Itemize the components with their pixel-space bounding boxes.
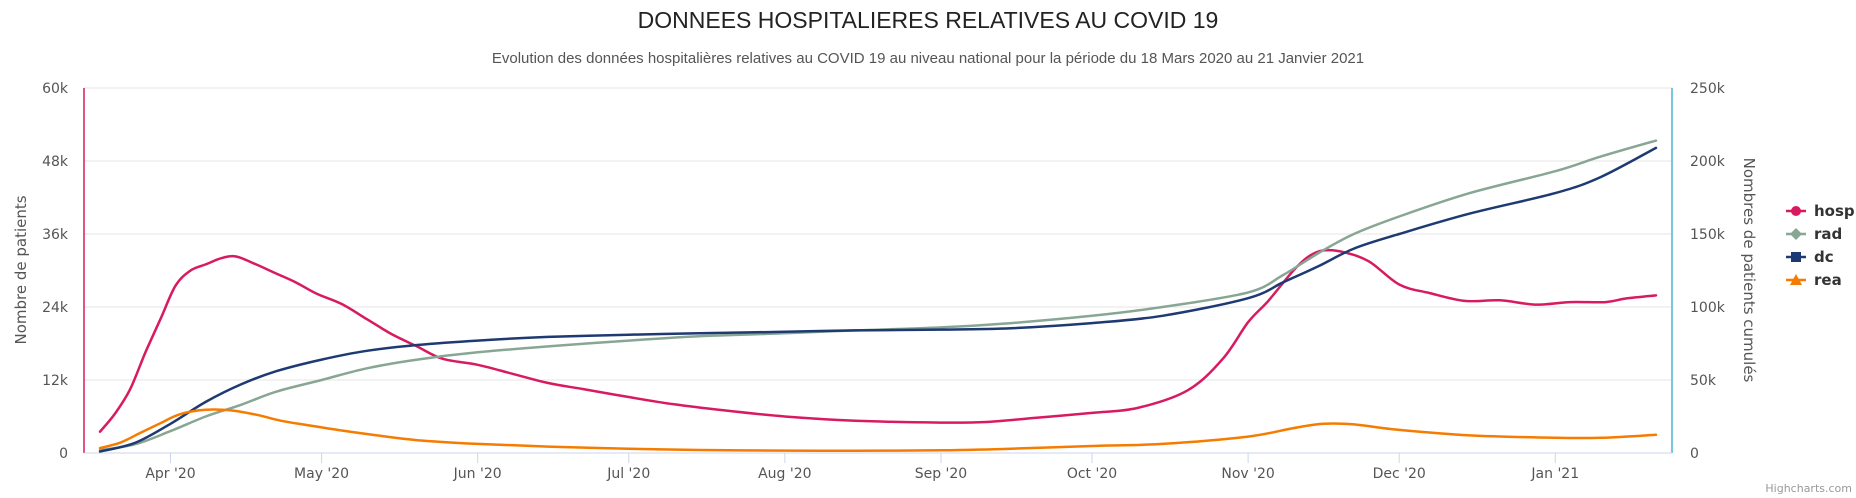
legend-label: hosp	[1814, 202, 1855, 220]
x-tick-label: Apr '20	[145, 466, 195, 482]
legend-item-hosp[interactable]: hosp	[1786, 202, 1855, 220]
y-tick-label-left: 12k	[42, 373, 69, 389]
y-tick-label-left: 0	[59, 446, 68, 462]
x-tick-label: Oct '20	[1067, 466, 1117, 482]
legend-item-dc[interactable]: dc	[1786, 248, 1834, 266]
chart-subtitle: Evolution des données hospitalières rela…	[492, 50, 1364, 67]
series-line-rea[interactable]	[98, 408, 1658, 452]
y-tick-label-right: 250k	[1690, 81, 1726, 97]
x-tick-label: Nov '20	[1221, 466, 1274, 482]
series-line-rad[interactable]	[98, 139, 1658, 452]
square-marker-icon	[1791, 252, 1801, 262]
grid	[84, 87, 1672, 381]
y-tick-label-right: 50k	[1690, 373, 1717, 389]
x-tick-label: Dec '20	[1373, 466, 1426, 482]
legend-label: dc	[1814, 248, 1834, 266]
y-tick-label-left: 24k	[42, 300, 69, 316]
legend-label: rea	[1814, 271, 1842, 289]
axes: 0 12k 24k 36k 48k 60k 0 50k 100k 150k 200k 250k Apr …	[42, 81, 1726, 482]
legend-item-rad[interactable]: rad	[1786, 225, 1842, 243]
series-line-dc[interactable]	[98, 146, 1658, 453]
y-tick-label-right: 150k	[1690, 227, 1726, 243]
series-group	[98, 139, 1658, 453]
y-tick-label-left: 36k	[42, 227, 69, 243]
x-tick-label: Sep '20	[915, 466, 968, 482]
legend-item-rea[interactable]: rea	[1786, 271, 1842, 289]
y-tick-label-right: 0	[1690, 446, 1699, 462]
y-tick-label-right: 100k	[1690, 300, 1726, 316]
x-tick-label: May '20	[294, 466, 349, 482]
chart-title: DONNEES HOSPITALIERES RELATIVES AU COVID…	[638, 7, 1219, 33]
y-axis-title-left: Nombre de patients	[12, 195, 30, 344]
triangle-marker-icon	[1790, 274, 1802, 285]
legend[interactable]: hosp rad dc rea	[1786, 202, 1855, 289]
y-tick-label-right: 200k	[1690, 154, 1726, 170]
series-line-hosp[interactable]	[98, 248, 1658, 433]
y-axis-title-right: Nombres de patients cumulés	[1740, 158, 1758, 383]
y-tick-label-left: 48k	[42, 154, 69, 170]
x-tick-label: Jul '20	[606, 466, 650, 482]
legend-label: rad	[1814, 225, 1842, 243]
diamond-marker-icon	[1790, 228, 1802, 240]
x-tick-label: Jun '20	[453, 466, 502, 482]
x-tick-label: Jan '21	[1530, 466, 1579, 482]
x-tick-label: Aug '20	[758, 466, 811, 482]
circle-marker-icon	[1791, 206, 1801, 216]
y-tick-label-left: 60k	[42, 81, 69, 97]
credits-link[interactable]: Highcharts.com	[1765, 482, 1852, 495]
